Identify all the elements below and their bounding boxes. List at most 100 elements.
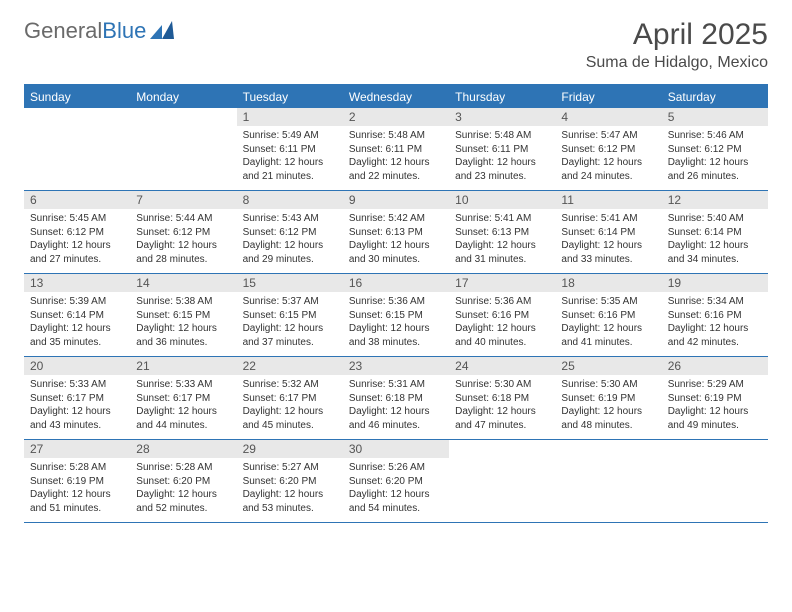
sunrise-line: Sunrise: 5:47 AM (561, 129, 655, 143)
day-number: 9 (343, 191, 449, 209)
sunset-line: Sunset: 6:17 PM (243, 392, 337, 406)
daylight-line: Daylight: 12 hours and 48 minutes. (561, 405, 655, 432)
day-body: Sunrise: 5:47 AMSunset: 6:12 PMDaylight:… (555, 126, 661, 189)
day-cell: 6Sunrise: 5:45 AMSunset: 6:12 PMDaylight… (24, 191, 130, 273)
sunset-line: Sunset: 6:12 PM (136, 226, 230, 240)
sunset-line: Sunset: 6:17 PM (136, 392, 230, 406)
day-body: Sunrise: 5:33 AMSunset: 6:17 PMDaylight:… (24, 375, 130, 438)
sunset-line: Sunset: 6:11 PM (243, 143, 337, 157)
sunset-line: Sunset: 6:12 PM (561, 143, 655, 157)
day-cell: 24Sunrise: 5:30 AMSunset: 6:18 PMDayligh… (449, 357, 555, 439)
day-body: Sunrise: 5:45 AMSunset: 6:12 PMDaylight:… (24, 209, 130, 272)
day-body: Sunrise: 5:28 AMSunset: 6:20 PMDaylight:… (130, 458, 236, 521)
dow-cell: Friday (555, 86, 661, 108)
day-cell: 11Sunrise: 5:41 AMSunset: 6:14 PMDayligh… (555, 191, 661, 273)
day-cell: 27Sunrise: 5:28 AMSunset: 6:19 PMDayligh… (24, 440, 130, 522)
sunrise-line: Sunrise: 5:28 AM (136, 461, 230, 475)
day-cell: 28Sunrise: 5:28 AMSunset: 6:20 PMDayligh… (130, 440, 236, 522)
daylight-line: Daylight: 12 hours and 49 minutes. (668, 405, 762, 432)
day-number: 3 (449, 108, 555, 126)
sunrise-line: Sunrise: 5:46 AM (668, 129, 762, 143)
sunset-line: Sunset: 6:12 PM (30, 226, 124, 240)
day-number (555, 440, 661, 444)
sunrise-line: Sunrise: 5:48 AM (455, 129, 549, 143)
day-body: Sunrise: 5:41 AMSunset: 6:13 PMDaylight:… (449, 209, 555, 272)
dow-cell: Monday (130, 86, 236, 108)
daylight-line: Daylight: 12 hours and 28 minutes. (136, 239, 230, 266)
sunset-line: Sunset: 6:12 PM (668, 143, 762, 157)
daylight-line: Daylight: 12 hours and 35 minutes. (30, 322, 124, 349)
day-number: 8 (237, 191, 343, 209)
day-number: 24 (449, 357, 555, 375)
day-number: 20 (24, 357, 130, 375)
sunrise-line: Sunrise: 5:33 AM (136, 378, 230, 392)
dow-cell: Sunday (24, 86, 130, 108)
day-cell: 5Sunrise: 5:46 AMSunset: 6:12 PMDaylight… (662, 108, 768, 190)
sunset-line: Sunset: 6:20 PM (349, 475, 443, 489)
sunset-line: Sunset: 6:13 PM (455, 226, 549, 240)
sunrise-line: Sunrise: 5:27 AM (243, 461, 337, 475)
sunset-line: Sunset: 6:15 PM (136, 309, 230, 323)
day-body: Sunrise: 5:28 AMSunset: 6:19 PMDaylight:… (24, 458, 130, 521)
day-cell: 23Sunrise: 5:31 AMSunset: 6:18 PMDayligh… (343, 357, 449, 439)
sunset-line: Sunset: 6:16 PM (668, 309, 762, 323)
daylight-line: Daylight: 12 hours and 46 minutes. (349, 405, 443, 432)
day-cell: 16Sunrise: 5:36 AMSunset: 6:15 PMDayligh… (343, 274, 449, 356)
day-number: 11 (555, 191, 661, 209)
daylight-line: Daylight: 12 hours and 30 minutes. (349, 239, 443, 266)
day-cell: 26Sunrise: 5:29 AMSunset: 6:19 PMDayligh… (662, 357, 768, 439)
day-cell: 29Sunrise: 5:27 AMSunset: 6:20 PMDayligh… (237, 440, 343, 522)
day-body: Sunrise: 5:32 AMSunset: 6:17 PMDaylight:… (237, 375, 343, 438)
day-body: Sunrise: 5:49 AMSunset: 6:11 PMDaylight:… (237, 126, 343, 189)
weeks-container: 1Sunrise: 5:49 AMSunset: 6:11 PMDaylight… (24, 108, 768, 523)
day-cell: 15Sunrise: 5:37 AMSunset: 6:15 PMDayligh… (237, 274, 343, 356)
day-cell: 22Sunrise: 5:32 AMSunset: 6:17 PMDayligh… (237, 357, 343, 439)
day-cell (662, 440, 768, 522)
day-body: Sunrise: 5:26 AMSunset: 6:20 PMDaylight:… (343, 458, 449, 521)
brand-name: GeneralBlue (24, 18, 146, 44)
sunset-line: Sunset: 6:19 PM (561, 392, 655, 406)
day-body: Sunrise: 5:40 AMSunset: 6:14 PMDaylight:… (662, 209, 768, 272)
sunrise-line: Sunrise: 5:39 AM (30, 295, 124, 309)
day-number: 26 (662, 357, 768, 375)
sunset-line: Sunset: 6:19 PM (668, 392, 762, 406)
day-cell: 19Sunrise: 5:34 AMSunset: 6:16 PMDayligh… (662, 274, 768, 356)
day-number: 19 (662, 274, 768, 292)
day-body: Sunrise: 5:36 AMSunset: 6:15 PMDaylight:… (343, 292, 449, 355)
week-row: 13Sunrise: 5:39 AMSunset: 6:14 PMDayligh… (24, 274, 768, 357)
sunrise-line: Sunrise: 5:30 AM (455, 378, 549, 392)
sunrise-line: Sunrise: 5:33 AM (30, 378, 124, 392)
daylight-line: Daylight: 12 hours and 23 minutes. (455, 156, 549, 183)
week-row: 20Sunrise: 5:33 AMSunset: 6:17 PMDayligh… (24, 357, 768, 440)
daylight-line: Daylight: 12 hours and 21 minutes. (243, 156, 337, 183)
day-number: 5 (662, 108, 768, 126)
day-body: Sunrise: 5:48 AMSunset: 6:11 PMDaylight:… (449, 126, 555, 189)
dow-cell: Wednesday (343, 86, 449, 108)
sunset-line: Sunset: 6:20 PM (243, 475, 337, 489)
daylight-line: Daylight: 12 hours and 45 minutes. (243, 405, 337, 432)
sunrise-line: Sunrise: 5:35 AM (561, 295, 655, 309)
day-number (662, 440, 768, 444)
day-cell: 4Sunrise: 5:47 AMSunset: 6:12 PMDaylight… (555, 108, 661, 190)
day-cell (555, 440, 661, 522)
day-number: 15 (237, 274, 343, 292)
week-row: 6Sunrise: 5:45 AMSunset: 6:12 PMDaylight… (24, 191, 768, 274)
day-cell: 7Sunrise: 5:44 AMSunset: 6:12 PMDaylight… (130, 191, 236, 273)
day-number: 6 (24, 191, 130, 209)
daylight-line: Daylight: 12 hours and 51 minutes. (30, 488, 124, 515)
day-body: Sunrise: 5:29 AMSunset: 6:19 PMDaylight:… (662, 375, 768, 438)
day-cell: 20Sunrise: 5:33 AMSunset: 6:17 PMDayligh… (24, 357, 130, 439)
daylight-line: Daylight: 12 hours and 52 minutes. (136, 488, 230, 515)
day-number: 27 (24, 440, 130, 458)
day-body: Sunrise: 5:27 AMSunset: 6:20 PMDaylight:… (237, 458, 343, 521)
location: Suma de Hidalgo, Mexico (586, 54, 768, 72)
day-body: Sunrise: 5:37 AMSunset: 6:15 PMDaylight:… (237, 292, 343, 355)
dow-cell: Saturday (662, 86, 768, 108)
day-cell: 13Sunrise: 5:39 AMSunset: 6:14 PMDayligh… (24, 274, 130, 356)
daylight-line: Daylight: 12 hours and 33 minutes. (561, 239, 655, 266)
sunset-line: Sunset: 6:15 PM (349, 309, 443, 323)
daylight-line: Daylight: 12 hours and 41 minutes. (561, 322, 655, 349)
daylight-line: Daylight: 12 hours and 22 minutes. (349, 156, 443, 183)
day-body: Sunrise: 5:30 AMSunset: 6:19 PMDaylight:… (555, 375, 661, 438)
daylight-line: Daylight: 12 hours and 24 minutes. (561, 156, 655, 183)
